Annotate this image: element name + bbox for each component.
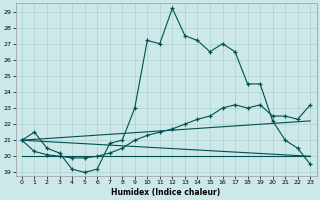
X-axis label: Humidex (Indice chaleur): Humidex (Indice chaleur) — [111, 188, 221, 197]
